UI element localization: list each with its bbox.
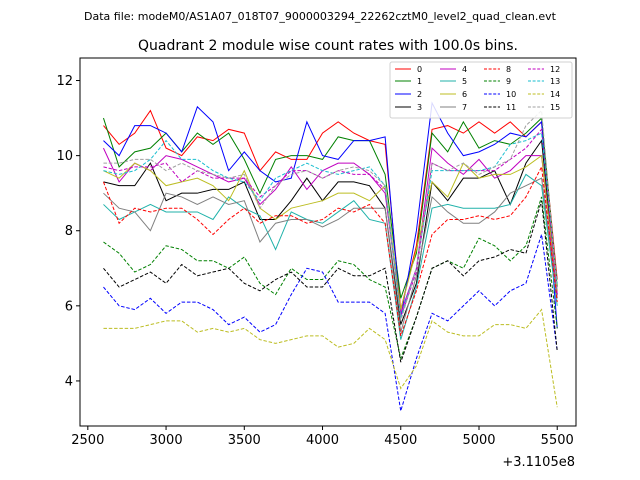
x-tick-label: 5500	[541, 433, 574, 448]
legend-label: 2	[417, 90, 422, 99]
x-axis-offset-label: +3.1105e8	[502, 455, 575, 470]
legend-entry-7: 7	[440, 103, 467, 112]
legend-label: 0	[417, 65, 422, 74]
y-tick-label: 6	[65, 299, 73, 314]
legend-label: 11	[506, 103, 516, 112]
legend-label: 1	[417, 77, 422, 86]
legend-entry-12: 12	[528, 65, 560, 74]
plot-frame	[79, 57, 577, 427]
x-tick-label: 3000	[150, 433, 183, 448]
series-line-13	[103, 132, 558, 318]
chart-title: Quadrant 2 module wise count rates with …	[138, 38, 518, 54]
legend-label: 8	[506, 65, 511, 74]
legend-label: 14	[550, 90, 560, 99]
legend-label: 6	[462, 90, 467, 99]
legend-label: 12	[550, 65, 560, 74]
legend-label: 15	[550, 103, 560, 112]
x-axis-ticks: 2500 3000 3500 4000 4500 5000 5500	[71, 426, 574, 448]
x-tick-label: 5000	[462, 433, 495, 448]
legend-entry-2: 2	[395, 90, 422, 99]
legend-entry-11: 11	[484, 103, 516, 112]
legend-entry-14: 14	[528, 90, 560, 99]
series-line-3	[103, 139, 558, 325]
legend-entry-9: 9	[484, 77, 511, 86]
legend-entry-1: 1	[395, 77, 422, 86]
legend-entry-6: 6	[440, 90, 467, 99]
legend-entry-4: 4	[440, 65, 467, 74]
series-line-12	[103, 128, 558, 318]
series-line-11	[103, 200, 558, 363]
legend-label: 3	[417, 103, 422, 112]
x-tick-label: 4500	[384, 433, 417, 448]
y-tick-label: 4	[65, 374, 73, 389]
series-line-5	[103, 173, 558, 340]
legend-label: 10	[506, 90, 516, 99]
legend-label: 5	[462, 77, 467, 86]
series-line-9	[103, 196, 558, 361]
series-line-8	[103, 165, 558, 337]
series-line-2	[103, 101, 558, 329]
x-tick-label: 2500	[71, 433, 104, 448]
series-line-6	[103, 154, 558, 310]
series-line-7	[103, 177, 558, 333]
y-tick-label: 8	[65, 224, 73, 239]
legend-label: 4	[462, 65, 467, 74]
legend-label: 13	[550, 77, 560, 86]
series-line-14	[103, 308, 558, 408]
y-axis-ticks: 4 6 8 10 12	[56, 74, 80, 389]
series-line-0	[103, 109, 558, 310]
series-layer	[102, 101, 558, 412]
legend-entry-3: 3	[395, 103, 422, 112]
legend-label: 9	[506, 77, 511, 86]
legend-box	[389, 61, 573, 119]
legend-entry-13: 13	[528, 77, 560, 86]
legend-entry-8: 8	[484, 65, 511, 74]
figure-suptitle: Data file: modeM0/AS1A07_018T07_90000032…	[84, 10, 557, 23]
legend-entry-5: 5	[440, 77, 467, 86]
series-line-4	[103, 147, 558, 314]
legend-entry-0: 0	[395, 65, 422, 74]
y-tick-label: 12	[56, 74, 73, 89]
legend-label: 7	[462, 103, 467, 112]
legend-entry-15: 15	[528, 103, 560, 112]
legend-entry-10: 10	[484, 90, 516, 99]
x-tick-label: 4000	[306, 433, 339, 448]
y-tick-label: 10	[56, 149, 73, 164]
series-line-15	[103, 109, 558, 322]
x-tick-label: 3500	[228, 433, 261, 448]
series-line-10	[103, 234, 558, 412]
